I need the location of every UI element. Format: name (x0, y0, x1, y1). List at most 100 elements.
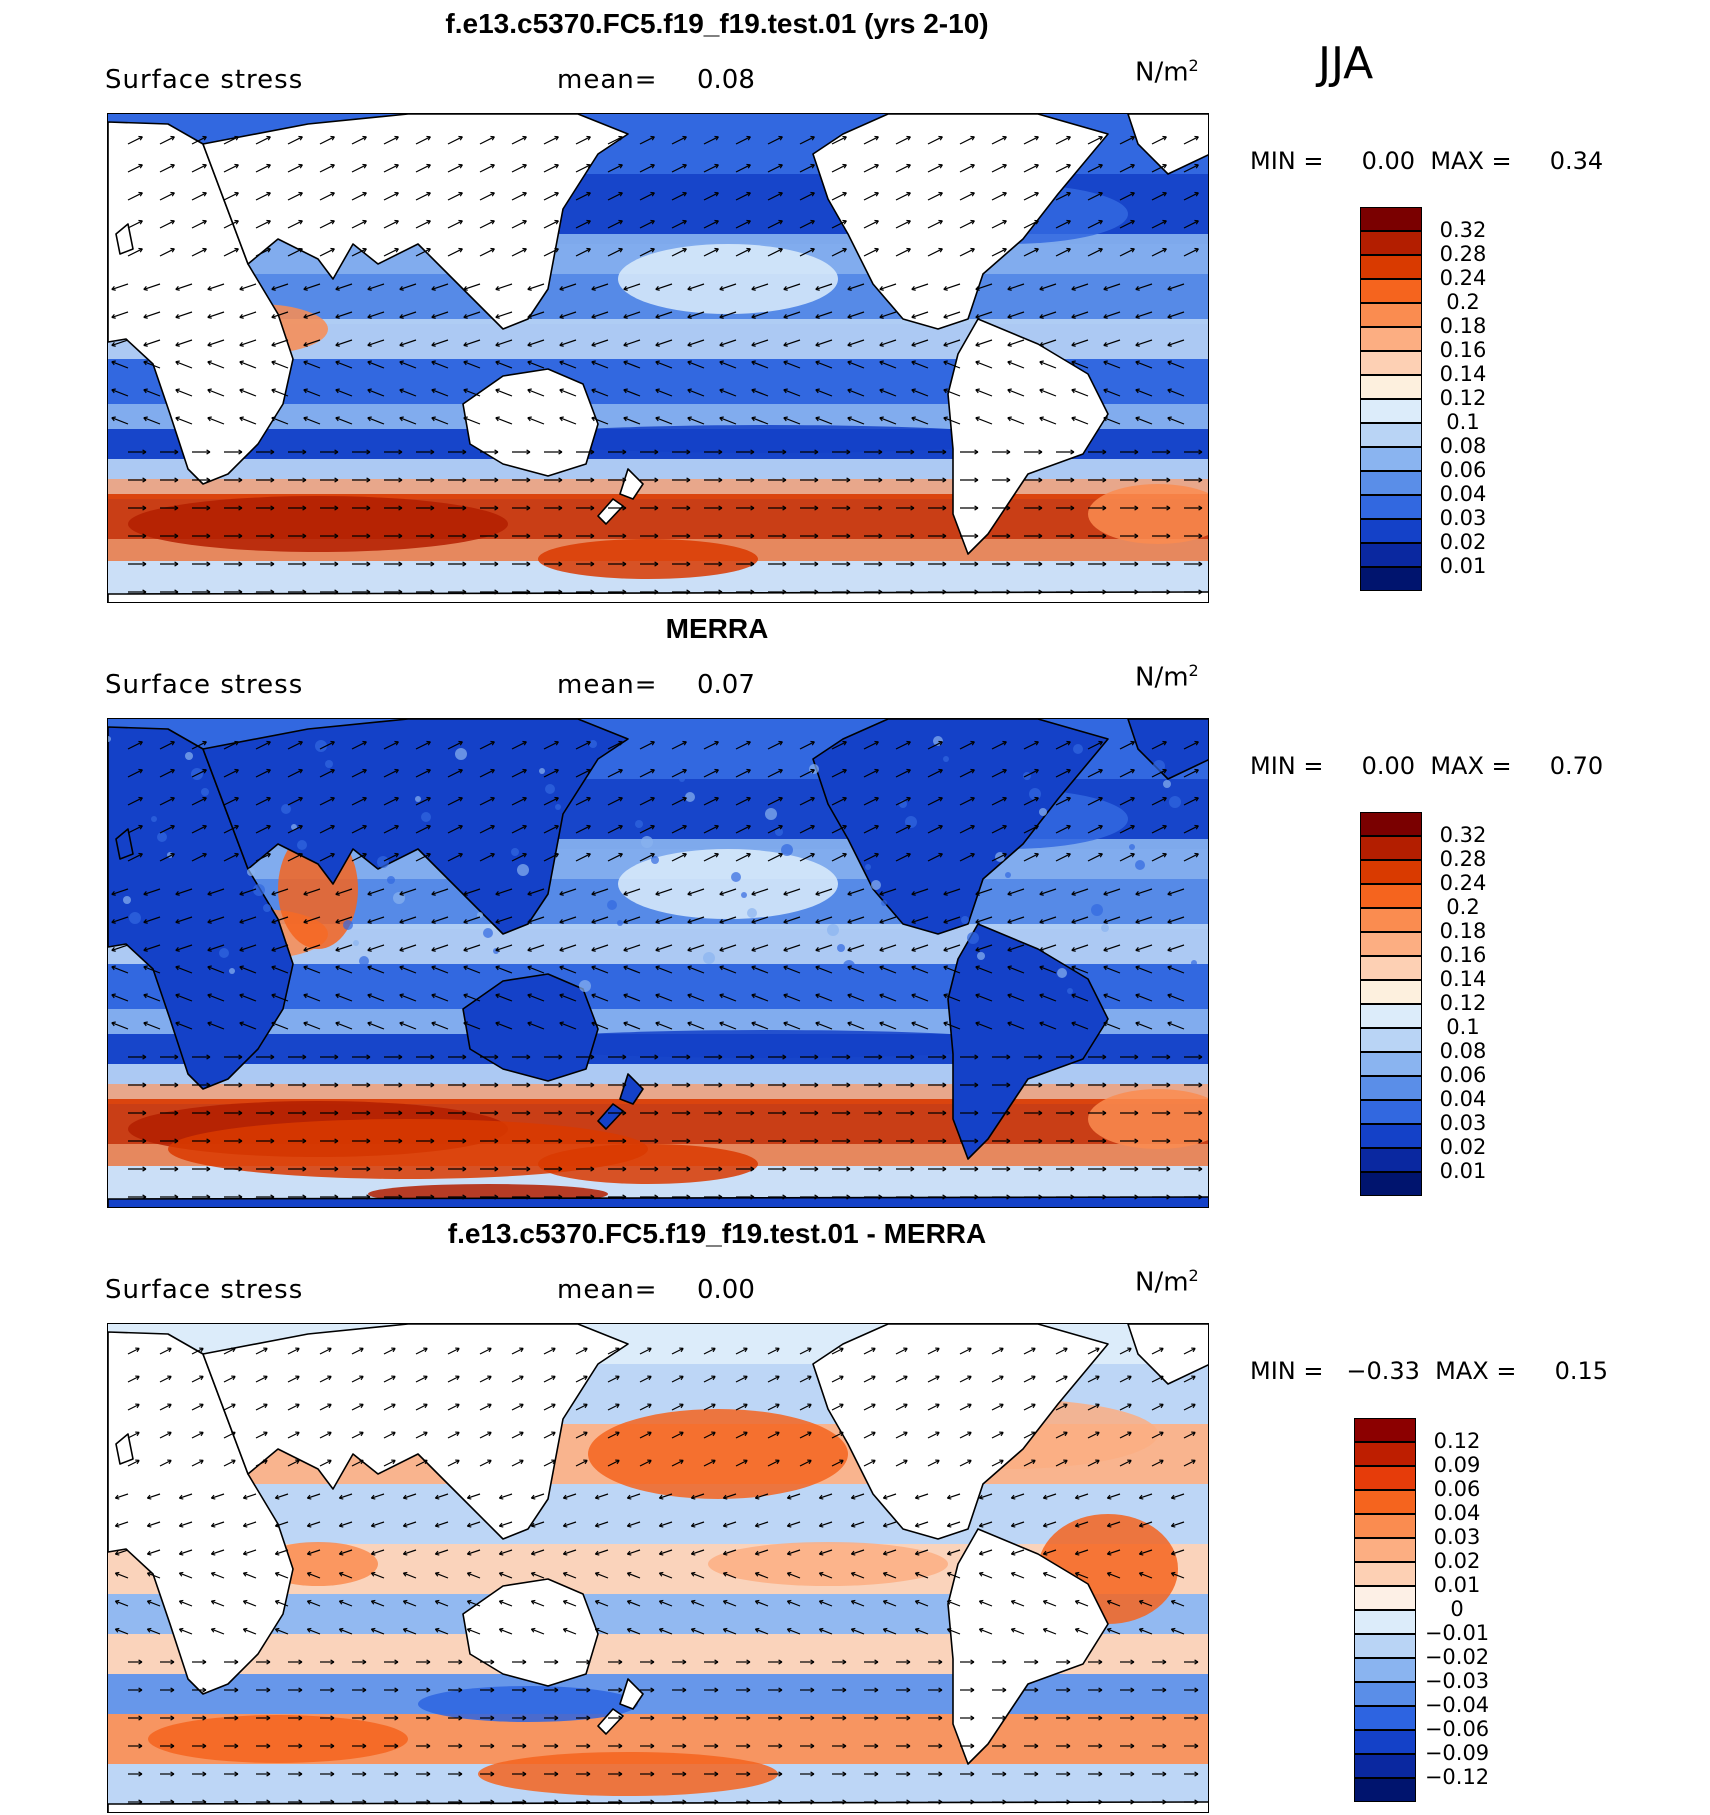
colorbar-swatch (1354, 1754, 1416, 1778)
colorbar-label: 0.1 (1446, 410, 1480, 434)
colorbar-label: 0.16 (1439, 338, 1487, 362)
colorbar-label: 0.28 (1439, 242, 1487, 266)
colorbar-label: 0.06 (1439, 1063, 1487, 1087)
surface-stress-map (108, 114, 1208, 602)
colorbar-swatch (1360, 471, 1422, 495)
colorbar-swatch (1360, 1148, 1422, 1172)
colorbar-swatch (1354, 1634, 1416, 1658)
colorbar-label: 0.12 (1439, 386, 1487, 410)
min-max-readout: MIN = 0.00 MAX = 0.34 (1250, 147, 1604, 175)
surface-stress-map (108, 719, 1208, 1207)
mean-value: 0.08 (697, 65, 755, 95)
colorbar-swatch (1354, 1538, 1416, 1562)
colorbar-swatch (1360, 860, 1422, 884)
colorbar-label: 0.01 (1433, 1573, 1481, 1597)
colorbar-swatch (1360, 1172, 1422, 1196)
colorbar-swatch (1360, 447, 1422, 471)
colorbar-swatch (1360, 543, 1422, 567)
colorbar-label: 0.08 (1439, 1039, 1487, 1063)
panel-title: f.e13.c5370.FC5.f19_f19.test.01 (yrs 2-1… (445, 8, 989, 39)
colorbar-swatch (1360, 375, 1422, 399)
colorbar-label: 0.01 (1439, 1159, 1487, 1183)
colorbar-label: 0.18 (1439, 919, 1487, 943)
colorbar-label: 0.04 (1433, 1501, 1481, 1525)
colorbar-label: −0.01 (1424, 1621, 1490, 1645)
colorbar-label: 0.24 (1439, 266, 1487, 290)
units-label: N/m2 (1135, 661, 1199, 693)
colorbar-label: −0.06 (1424, 1717, 1490, 1741)
map-plot (107, 1323, 1209, 1813)
colorbar-label: 0.24 (1439, 871, 1487, 895)
mean-value: 0.07 (697, 670, 755, 700)
colorbar-label: 0.03 (1439, 1111, 1487, 1135)
colorbar-swatch (1360, 980, 1422, 1004)
map-plot (107, 113, 1209, 603)
colorbar-swatch (1360, 399, 1422, 423)
colorbar-swatch (1354, 1418, 1416, 1442)
colorbar-swatch (1360, 255, 1422, 279)
colorbar-swatch (1360, 303, 1422, 327)
colorbar-label: 0.04 (1439, 482, 1487, 506)
colorbar-swatch (1360, 932, 1422, 956)
colorbar-swatch (1354, 1562, 1416, 1586)
colorbar-swatch (1354, 1610, 1416, 1634)
colorbar-swatch (1360, 908, 1422, 932)
colorbar-swatch (1354, 1730, 1416, 1754)
colorbar-label: −0.12 (1424, 1765, 1490, 1789)
colorbar-swatch (1360, 836, 1422, 860)
mean-label: mean= (557, 65, 658, 95)
colorbar-swatch (1354, 1490, 1416, 1514)
colorbar-label: 0.1 (1446, 1015, 1480, 1039)
colorbar-swatch (1360, 519, 1422, 543)
colorbar-label: 0.06 (1439, 458, 1487, 482)
colorbar-label: 0.28 (1439, 847, 1487, 871)
colorbar-label: 0.2 (1446, 895, 1480, 919)
colorbar-swatch (1360, 423, 1422, 447)
colorbar-swatch (1360, 1124, 1422, 1148)
colorbar-label: 0.04 (1439, 1087, 1487, 1111)
colorbar-label: 0.12 (1433, 1429, 1481, 1453)
colorbar-swatch (1360, 1004, 1422, 1028)
colorbar-swatch (1360, 1028, 1422, 1052)
colorbar-swatch (1354, 1706, 1416, 1730)
colorbar-label: 0.02 (1439, 1135, 1487, 1159)
colorbar-label: −0.09 (1424, 1741, 1490, 1765)
colorbar-swatch (1360, 327, 1422, 351)
colorbar-label: 0.03 (1439, 506, 1487, 530)
colorbar-label: 0.09 (1433, 1453, 1481, 1477)
colorbar-label: 0 (1450, 1597, 1464, 1621)
colorbar-label: 0.16 (1439, 943, 1487, 967)
colorbar-label: −0.03 (1424, 1669, 1490, 1693)
panel-title: f.e13.c5370.FC5.f19_f19.test.01 - MERRA (447, 1218, 987, 1249)
colorbar-swatch (1360, 495, 1422, 519)
season-label: JJA (1318, 38, 1374, 89)
field-label: Surface stress (105, 65, 304, 95)
colorbar-label: −0.02 (1424, 1645, 1490, 1669)
colorbar-swatch (1360, 884, 1422, 908)
map-plot (107, 718, 1209, 1208)
colorbar-label: −0.04 (1424, 1693, 1490, 1717)
mean-value: 0.00 (697, 1275, 755, 1305)
mean-label: mean= (557, 1275, 658, 1305)
colorbar-swatch (1360, 351, 1422, 375)
colorbar-swatch (1360, 567, 1422, 591)
colorbar-label: 0.02 (1433, 1549, 1481, 1573)
colorbar-swatch (1360, 956, 1422, 980)
colorbar-label: 0.08 (1439, 434, 1487, 458)
colorbar-swatch (1360, 1052, 1422, 1076)
surface-stress-map (108, 1324, 1208, 1812)
colorbar-swatch (1360, 279, 1422, 303)
colorbar-label: 0.32 (1439, 823, 1487, 847)
colorbar-swatch (1360, 812, 1422, 836)
min-max-readout: MIN = 0.00 MAX = 0.70 (1250, 752, 1604, 780)
colorbar-swatch (1360, 231, 1422, 255)
colorbar-swatch (1354, 1514, 1416, 1538)
colorbar-label: 0.18 (1439, 314, 1487, 338)
colorbar-label: 0.2 (1446, 290, 1480, 314)
colorbar-label: 0.14 (1439, 362, 1487, 386)
colorbar-label: 0.03 (1433, 1525, 1481, 1549)
colorbar-swatch (1354, 1682, 1416, 1706)
colorbar-swatch (1360, 1076, 1422, 1100)
mean-label: mean= (557, 670, 658, 700)
colorbar-swatch (1354, 1466, 1416, 1490)
